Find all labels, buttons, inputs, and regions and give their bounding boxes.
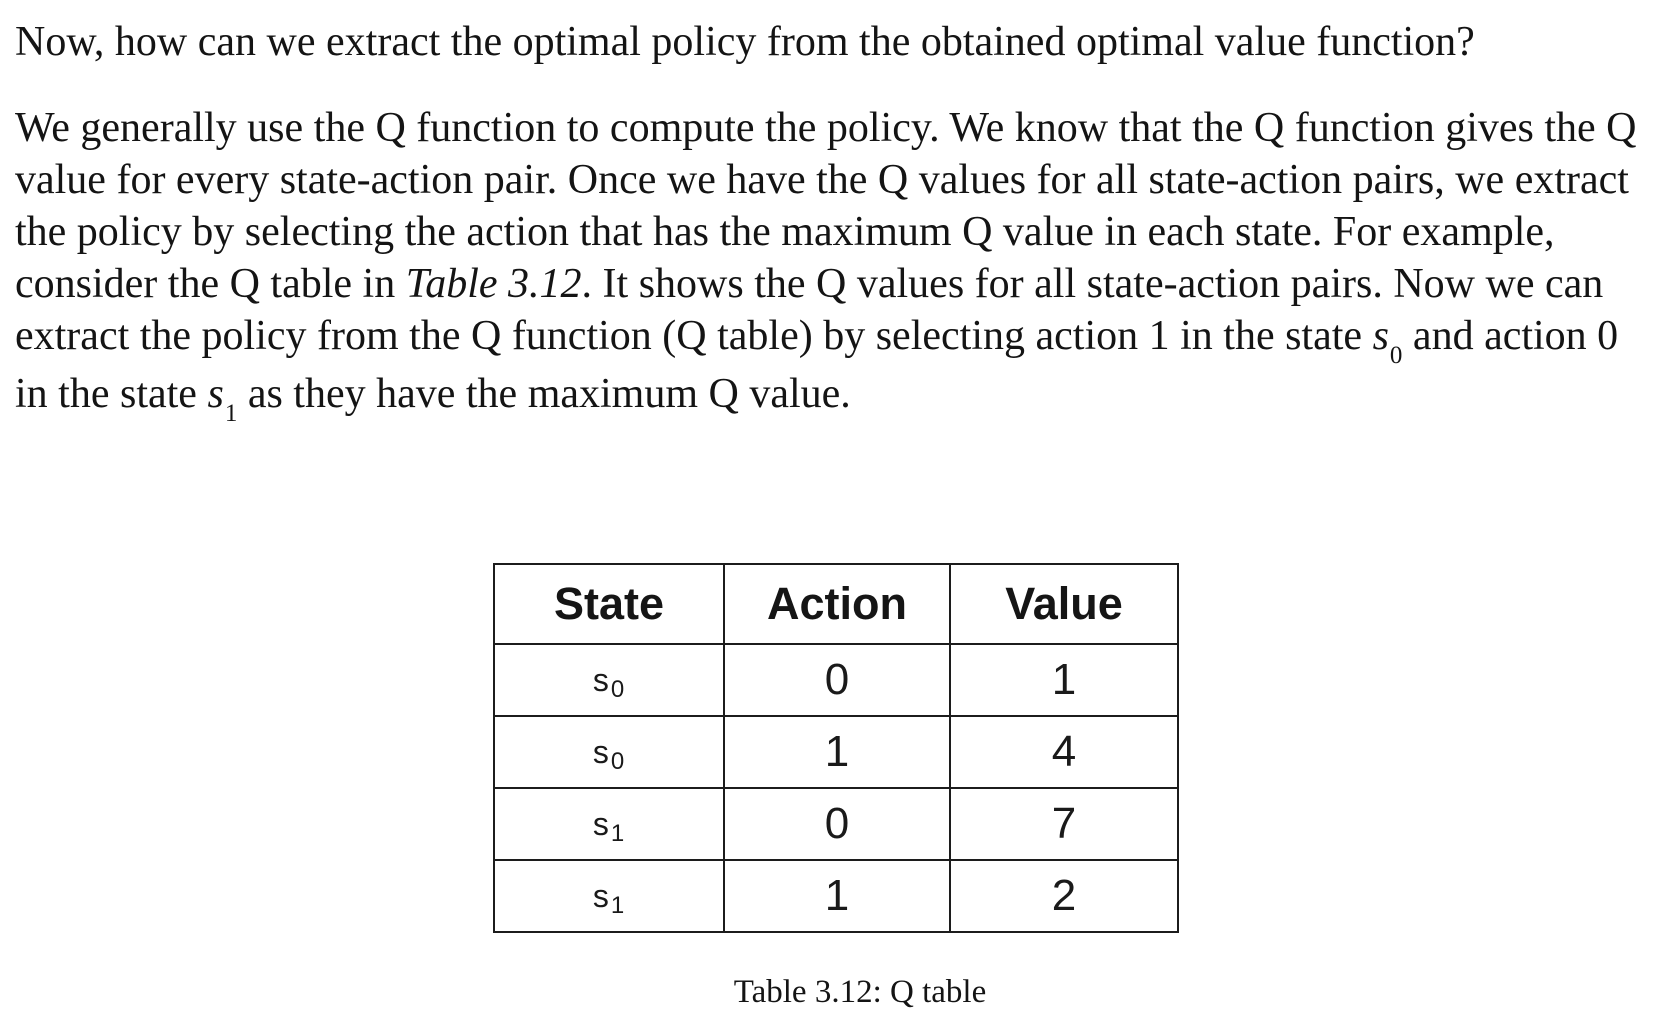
body-paragraph: We generally use the Q function to compu…: [15, 102, 1645, 427]
cell-action: 0: [723, 787, 951, 861]
cell-value: 4: [949, 715, 1179, 789]
table-row: s0 0 1: [493, 643, 1179, 717]
body-text-part-3: and action 0 in the state: [15, 313, 1619, 417]
table-row: s0 1 4: [493, 715, 1179, 789]
body-text-part-4: as they have the maximum Q value.: [237, 371, 851, 417]
state-letter: s: [207, 371, 224, 417]
cell-action: 0: [723, 643, 951, 717]
state-subscript: 1: [610, 819, 626, 847]
q-table-container: State Action Value s0 0 1 s0 1 4 s1 0 7: [493, 563, 1179, 933]
cell-state: s0: [493, 715, 725, 789]
document-body: Now, how can we extract the optimal poli…: [15, 16, 1645, 427]
table-caption: Table 3.12: Q table: [733, 974, 987, 1010]
header-value: Value: [949, 563, 1179, 645]
cell-value: 7: [949, 787, 1179, 861]
state-subscript: 0: [1389, 342, 1403, 369]
state-subscript: 0: [610, 747, 626, 775]
cell-state: s1: [493, 859, 725, 933]
state-subscript: 1: [224, 400, 238, 427]
header-action: Action: [723, 563, 951, 645]
cell-value: 1: [949, 643, 1179, 717]
table-row: s1 0 7: [493, 787, 1179, 861]
header-state: State: [493, 563, 725, 645]
table-header-row: State Action Value: [493, 563, 1179, 645]
state-letter: s: [1372, 313, 1389, 359]
state-symbol-s1: s1: [207, 371, 237, 427]
body-text-part-2: . It shows the Q values for all state-ac…: [15, 261, 1604, 359]
state-symbol-s0: s0: [1372, 313, 1403, 369]
cell-action: 1: [723, 859, 951, 933]
table-row: s1 1 2: [493, 859, 1179, 933]
q-table: State Action Value s0 0 1 s0 1 4 s1 0 7: [493, 563, 1179, 933]
cell-state: s0: [493, 643, 725, 717]
body-text-part-1: We generally use the Q function to compu…: [15, 105, 1637, 307]
cell-action: 1: [723, 715, 951, 789]
cell-state: s1: [493, 787, 725, 861]
state-letter: s: [592, 661, 610, 698]
cell-value: 2: [949, 859, 1179, 933]
state-subscript: 0: [610, 675, 626, 703]
state-subscript: 1: [610, 891, 626, 919]
intro-paragraph: Now, how can we extract the optimal poli…: [15, 19, 1475, 65]
state-letter: s: [592, 805, 610, 842]
state-letter: s: [592, 733, 610, 770]
table-reference: Table 3.12: [405, 261, 582, 307]
state-letter: s: [592, 877, 610, 914]
